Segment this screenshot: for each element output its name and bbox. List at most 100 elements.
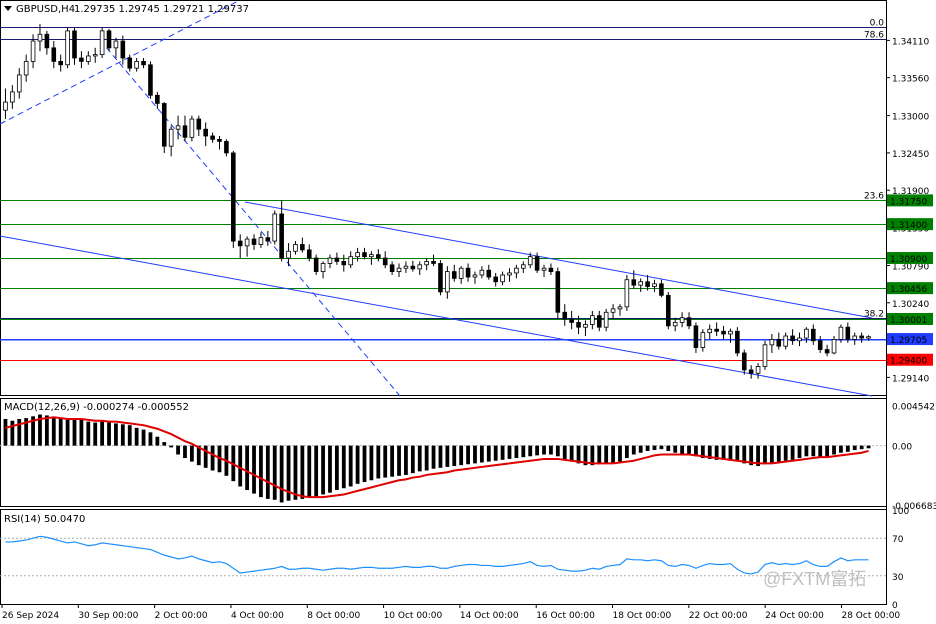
- price-tick-label: 1.33000: [892, 113, 929, 123]
- macd-bar: [597, 445, 602, 465]
- candle-body: [300, 244, 305, 251]
- candle-body: [99, 30, 105, 56]
- price-tick-label: 1.30240: [892, 300, 929, 310]
- time-tick-label: 2 Oct 00:00: [155, 611, 208, 621]
- candle-body: [645, 281, 650, 287]
- candle-body: [666, 294, 671, 327]
- macd-bar: [58, 418, 63, 446]
- candle-body: [113, 40, 119, 49]
- macd-bar: [397, 445, 401, 476]
- candle-body: [465, 267, 471, 278]
- macd-bar: [3, 418, 8, 446]
- candle-body: [210, 135, 215, 140]
- macd-bar: [866, 445, 871, 449]
- candle-body: [424, 261, 429, 266]
- level-price-tag: [887, 312, 933, 325]
- macd-bar: [673, 445, 678, 453]
- macd-bar: [31, 416, 35, 446]
- macd-bar: [521, 445, 526, 458]
- price-tick-label: 1.34110: [892, 37, 929, 47]
- candle-body: [728, 330, 733, 335]
- level-price-label: 1.29705: [890, 336, 927, 346]
- macd-bar: [852, 445, 857, 451]
- time-tick-label: 10 Oct 00:00: [384, 611, 443, 621]
- candle-body: [327, 257, 333, 264]
- time-tick-label: 4 Oct 00:00: [231, 611, 284, 621]
- time-tick-label: 8 Oct 00:00: [307, 611, 360, 621]
- macd-bar: [252, 445, 256, 494]
- macd-bar: [51, 417, 56, 446]
- time-tick-label: 26 Sep 2024: [2, 611, 59, 621]
- macd-bar: [707, 445, 712, 459]
- candle-body: [721, 330, 726, 335]
- trend-line: [244, 201, 873, 319]
- symbol-label: GBPUSD,H4: [16, 4, 75, 15]
- macd-bar: [721, 445, 726, 460]
- macd-bar: [763, 445, 767, 465]
- macd-bar: [417, 445, 422, 472]
- candle-body: [3, 101, 8, 111]
- level-price-label: 1.30456: [890, 285, 927, 295]
- macd-tick-label: -0.006683: [892, 502, 936, 512]
- candle-body: [576, 322, 581, 328]
- macd-bar: [749, 445, 754, 466]
- macd-bar: [735, 445, 740, 462]
- macd-bar: [334, 445, 339, 491]
- candle-body: [237, 240, 243, 247]
- candle-body: [106, 30, 112, 49]
- price-tick-label: 1.32450: [892, 150, 929, 160]
- level-price-label: 1.30900: [890, 255, 927, 265]
- macd-bar: [279, 445, 284, 503]
- macd-bar: [431, 445, 436, 469]
- macd-bar: [528, 445, 533, 457]
- candle-body: [251, 238, 257, 245]
- macd-bar: [493, 445, 498, 461]
- level-price-tag: [887, 353, 933, 366]
- time-tick-label: 28 Oct 00:00: [841, 611, 900, 621]
- candle-body: [355, 252, 360, 258]
- macd-bar: [576, 445, 581, 464]
- macd-bar: [272, 445, 277, 500]
- macd-bar: [148, 432, 153, 446]
- candle-body: [51, 47, 57, 62]
- rsi-line: [5, 535, 869, 575]
- candle-body: [348, 256, 353, 266]
- candle-body: [714, 328, 719, 332]
- trend-line: [0, 0, 241, 125]
- macd-bar: [797, 445, 802, 459]
- candle-body: [679, 317, 685, 323]
- macd-bar: [445, 445, 450, 467]
- ohlc-readout: 1.29735 1.29745 1.29721 1.29737: [74, 4, 249, 15]
- candle-body: [583, 324, 588, 328]
- candle-body: [431, 261, 436, 264]
- candle-body: [790, 335, 795, 342]
- candle-body: [182, 125, 188, 138]
- dropdown-arrow-icon[interactable]: [4, 6, 12, 11]
- level-price-label: 1.30001: [890, 316, 927, 326]
- macd-bar: [818, 445, 823, 458]
- candle-body: [486, 269, 492, 278]
- macd-bar: [569, 445, 574, 462]
- macd-bar: [542, 445, 546, 455]
- macd-bar: [473, 445, 477, 464]
- candle-body: [776, 338, 782, 347]
- candle-body: [396, 267, 402, 272]
- candle-body: [659, 283, 664, 296]
- macd-bar: [666, 445, 671, 451]
- candle-body: [23, 60, 29, 76]
- fib-level-label: 0.0: [870, 19, 885, 29]
- candle-body: [79, 57, 84, 62]
- candle-body: [376, 254, 381, 259]
- candle-body: [258, 237, 264, 245]
- macd-bar: [500, 445, 505, 460]
- candle-body: [769, 338, 775, 346]
- macd-bar: [307, 445, 312, 498]
- candle-body: [700, 332, 706, 348]
- candle-body: [362, 252, 367, 258]
- macd-bar: [65, 419, 70, 446]
- fib-level-label: 23.6: [864, 192, 884, 202]
- candle-body: [624, 279, 630, 308]
- rsi-tick-label: 0: [892, 601, 898, 611]
- time-tick-label: 30 Sep 00:00: [78, 611, 138, 621]
